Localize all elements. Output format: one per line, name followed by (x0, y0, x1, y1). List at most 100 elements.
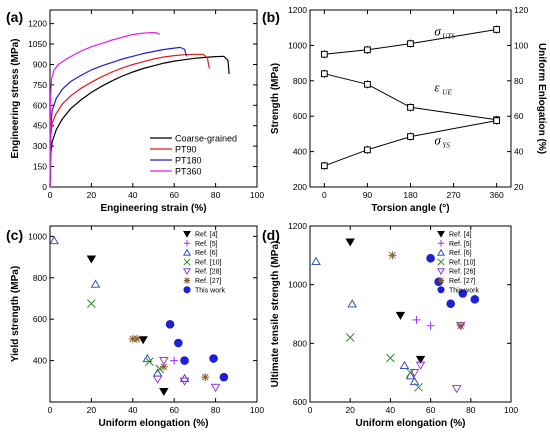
y-tick-label: 450 (33, 121, 47, 131)
y2-tick-label: 120 (514, 5, 528, 15)
data-point-ref-28 (179, 377, 190, 386)
data-point-ref-26 (451, 385, 462, 394)
data-point-this-work (180, 356, 189, 365)
x-tick-label: 80 (211, 405, 221, 415)
y2-tick-label: 100 (514, 40, 528, 50)
data-point-ref-4 (395, 311, 406, 320)
series-line-pt360 (49, 31, 161, 188)
legend-marker-this-work (183, 286, 191, 294)
y-tick-label: 1000 (288, 40, 307, 50)
data-point-this-work (219, 372, 229, 382)
y2-tick-label: 20 (514, 182, 524, 192)
panel-b-torsion-angle: 0 90 180 270 360 200 400 600 800 1000 1200 20 40 60 80… (262, 5, 547, 214)
x-tick-label: 0 (48, 405, 53, 415)
data-point-ref-10 (345, 333, 355, 342)
data-point-ref-6 (405, 371, 416, 380)
data-point-ref-10 (386, 353, 395, 363)
data-point-ref-6 (347, 299, 357, 308)
series-line-ys (324, 120, 497, 167)
legend-label-pt180: PT180 (175, 156, 202, 166)
series-line-pt90 (49, 53, 210, 188)
x-tick-label: 40 (386, 405, 396, 415)
series-line-uts (324, 29, 497, 55)
data-point-this-work (174, 338, 183, 348)
annotation-symbol: σ (434, 24, 441, 39)
x-tick-label: 60 (426, 405, 436, 415)
data-point-ref-10 (406, 368, 415, 378)
data-point-ref-27 (388, 251, 397, 260)
x-tick-label: 20 (87, 190, 97, 200)
annotation-symbol: σ (434, 133, 441, 148)
legend-label-ref-4: Ref. [4] (449, 232, 472, 239)
data-point-ys (364, 146, 371, 154)
x-tick-label: 80 (466, 405, 476, 415)
legend-label-pt360: PT360 (175, 167, 202, 177)
plot-frame (49, 225, 258, 403)
x-tick-label: 90 (363, 190, 373, 200)
data-point-ys (320, 162, 328, 170)
y-axis-label: Yield strength (MPa) (10, 266, 21, 362)
data-point-uts (364, 46, 371, 54)
legend-label-this-work: This work (449, 287, 479, 294)
data-point-this-work (458, 289, 468, 298)
x-tick-label: 180 (403, 190, 417, 200)
x-tick-label: 0 (48, 190, 53, 200)
data-point-ys (493, 117, 501, 125)
x-tick-label: 80 (211, 190, 221, 200)
y2-tick-label: 60 (514, 111, 524, 121)
data-point-this-work (165, 320, 175, 329)
data-point-ue (320, 70, 328, 78)
y-tick-label: 600 (33, 314, 47, 324)
data-point-ref-28 (210, 383, 221, 392)
y-axis-label: Ultimate tensile strength (MPa) (270, 241, 281, 388)
legend-marker-ref-28 (183, 268, 191, 275)
data-point-ref-5 (412, 315, 421, 324)
y-tick-label: 1000 (288, 280, 307, 290)
legend-label-this-work: This work (195, 287, 225, 294)
x-tick-label: 60 (169, 405, 179, 415)
legend-label-ref-4: Ref. [4] (195, 232, 218, 239)
data-point-ref-6 (399, 360, 410, 369)
data-point-ue (364, 80, 371, 88)
legend-label-ref-27: Ref. [27] (195, 278, 222, 285)
legend-label-ref-6: Ref. [6] (449, 250, 472, 257)
y-tick-label: 800 (33, 273, 47, 283)
data-point-ref-27 (456, 321, 465, 330)
data-point-ref-28 (152, 375, 163, 384)
y-tick-label: 1000 (28, 231, 47, 241)
y-tick-label: 1200 (288, 221, 307, 231)
data-point-ref-26 (415, 361, 426, 370)
data-point-ref-28 (159, 356, 169, 366)
data-point-ref-4 (86, 255, 97, 264)
annotation-symbol: ε (434, 79, 440, 94)
legend-marker-ref-4 (437, 231, 445, 238)
data-point-ref-6 (409, 376, 420, 386)
plot-frame (309, 225, 512, 403)
annotation-subscript: UE (442, 88, 452, 96)
y-tick-label: 300 (33, 141, 47, 151)
legend-label-ref-10: Ref. [10] (195, 259, 222, 266)
y-tick-label: 750 (33, 80, 47, 90)
panel-a-strain-stress: 0 20 40 60 80 100 0 150 300 450 600 750 900 1050 1200 E… (6, 9, 264, 214)
y-tick-label: 600 (293, 111, 307, 121)
x-tick-label: 0 (322, 190, 327, 200)
y-tick-label: 600 (33, 100, 47, 110)
y-axis-label: Strength (MPa) (270, 63, 281, 134)
x-tick-label: 40 (128, 190, 138, 200)
x-tick-label: 20 (87, 405, 97, 415)
data-point-this-work (470, 295, 480, 304)
legend-marker-ref-5 (183, 240, 191, 247)
data-point-ref-10 (155, 364, 165, 374)
data-point-ref-10 (87, 299, 96, 309)
x-tick-label: 100 (250, 190, 264, 200)
data-point-ref-5 (170, 356, 179, 365)
x-tick-label: 40 (128, 405, 138, 415)
legend-marker-ref-26 (437, 268, 445, 275)
data-point-ref-4 (159, 388, 169, 397)
x-tick-label: 60 (169, 190, 179, 200)
y-tick-label: 150 (33, 162, 47, 172)
y-tick-label: 600 (293, 397, 307, 407)
data-point-uts (493, 26, 501, 33)
data-point-ref-4 (415, 355, 426, 364)
x-tick-label: 100 (250, 405, 264, 415)
